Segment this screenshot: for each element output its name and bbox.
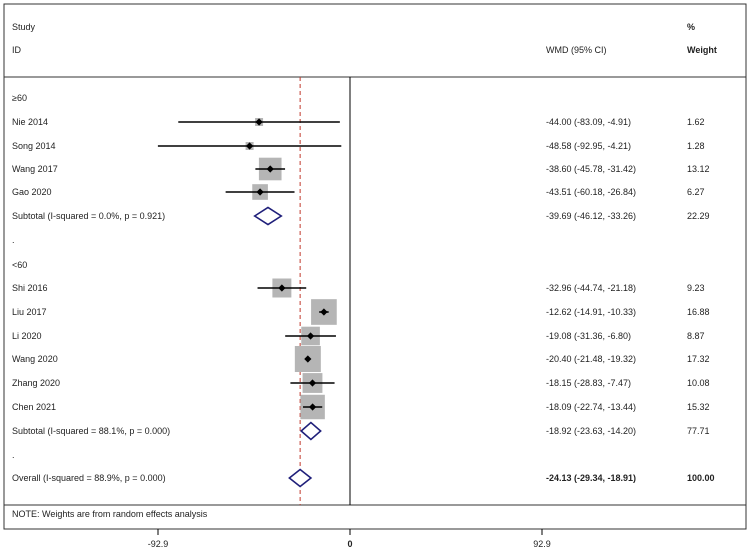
header-study-label: Study <box>12 22 36 32</box>
row-label: <60 <box>12 260 27 270</box>
weight-text: 1.28 <box>687 141 705 151</box>
effect-ci-text: -24.13 (-29.34, -18.91) <box>546 473 636 483</box>
effect-ci-text: -32.96 (-44.74, -21.18) <box>546 283 636 293</box>
row-label: Subtotal (I-squared = 88.1%, p = 0.000) <box>12 426 170 436</box>
row-label: Wang 2020 <box>12 354 58 364</box>
effect-ci-text: -12.62 (-14.91, -10.33) <box>546 307 636 317</box>
effect-ci-text: -39.69 (-46.12, -33.26) <box>546 211 636 221</box>
row-label: . <box>12 450 15 460</box>
effect-ci-text: -20.40 (-21.48, -19.32) <box>546 354 636 364</box>
row-label: Chen 2021 <box>12 402 56 412</box>
effect-ci-text: -44.00 (-83.09, -4.91) <box>546 117 631 127</box>
weight-text: 9.23 <box>687 283 705 293</box>
weight-text: 13.12 <box>687 164 710 174</box>
point-estimate <box>278 284 286 292</box>
point-estimate <box>255 118 263 126</box>
weight-text: 17.32 <box>687 354 710 364</box>
point-estimate <box>266 165 274 173</box>
weight-text: 16.88 <box>687 307 710 317</box>
row-label: Overall (I-squared = 88.9%, p = 0.000) <box>12 473 166 483</box>
weight-text: 22.29 <box>687 211 710 221</box>
weight-text: 15.32 <box>687 402 710 412</box>
row-label: Subtotal (I-squared = 0.0%, p = 0.921) <box>12 211 165 221</box>
effect-ci-text: -38.60 (-45.78, -31.42) <box>546 164 636 174</box>
header-percent-label: % <box>687 22 695 32</box>
weight-text: 77.71 <box>687 426 710 436</box>
effect-ci-text: -18.09 (-22.74, -13.44) <box>546 402 636 412</box>
effect-ci-text: -18.15 (-28.83, -7.47) <box>546 378 631 388</box>
header-effect-label: WMD (95% CI) <box>546 45 607 55</box>
header-id-label: ID <box>12 45 22 55</box>
row-label: Gao 2020 <box>12 187 52 197</box>
point-estimate <box>256 188 264 196</box>
row-label: Song 2014 <box>12 141 56 151</box>
x-axis: -92.9 0 92.9 <box>148 529 551 549</box>
point-estimate <box>304 355 312 363</box>
effect-ci-text: -18.92 (-23.63, -14.20) <box>546 426 636 436</box>
header-weight-label: Weight <box>687 45 717 55</box>
x-tick-label: 0 <box>347 539 352 549</box>
point-estimate <box>306 332 315 340</box>
rows-layer: ≥60 Nie 2014 -44.00 (-83.09, -4.91) 1.62 Son… <box>12 93 715 488</box>
weight-text: 10.08 <box>687 378 710 388</box>
row-label: Wang 2017 <box>12 164 58 174</box>
point-estimate <box>245 142 254 150</box>
row-label: Zhang 2020 <box>12 378 60 388</box>
subtotal-diamond <box>253 206 283 226</box>
effect-ci-text: -19.08 (-31.36, -6.80) <box>546 331 631 341</box>
weight-text: 6.27 <box>687 187 705 197</box>
weight-text: 8.87 <box>687 331 705 341</box>
effect-ci-text: -48.58 (-92.95, -4.21) <box>546 141 631 151</box>
weights-note: NOTE: Weights are from random effects an… <box>12 509 208 519</box>
effect-ci-text: -43.51 (-60.18, -26.84) <box>546 187 636 197</box>
row-label: . <box>12 235 15 245</box>
row-label: Nie 2014 <box>12 117 48 127</box>
row-label: Li 2020 <box>12 331 42 341</box>
point-estimate <box>309 403 317 411</box>
row-label: ≥60 <box>12 93 27 103</box>
row-label: Shi 2016 <box>12 283 48 293</box>
point-estimate <box>308 379 317 387</box>
x-tick-label: -92.9 <box>148 539 169 549</box>
weight-text: 1.62 <box>687 117 705 127</box>
x-tick-label: 92.9 <box>533 539 551 549</box>
subtotal-diamond <box>299 421 322 441</box>
weight-text: 100.00 <box>687 473 715 483</box>
overall-diamond <box>288 468 313 488</box>
row-label: Liu 2017 <box>12 307 47 317</box>
point-estimate <box>320 308 328 316</box>
plot-frame <box>3 3 747 530</box>
